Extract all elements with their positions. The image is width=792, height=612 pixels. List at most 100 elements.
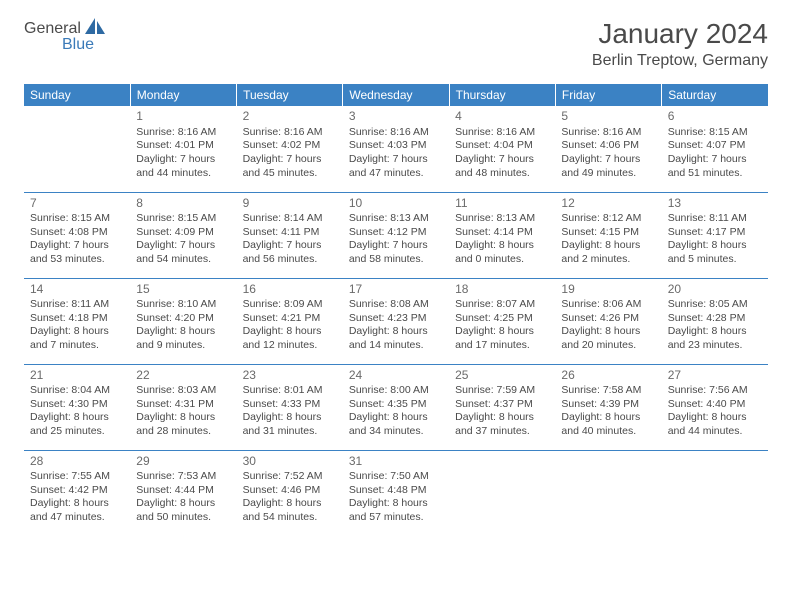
cell-line: and 57 minutes. [349, 511, 443, 525]
cell-line: and 40 minutes. [561, 425, 655, 439]
cell-line: and 23 minutes. [668, 339, 762, 353]
cell-line: Daylight: 7 hours [136, 239, 230, 253]
cell-line: Daylight: 7 hours [136, 153, 230, 167]
day-header-row: Sunday Monday Tuesday Wednesday Thursday… [24, 84, 768, 106]
day-number: 6 [668, 109, 762, 125]
day-header: Thursday [449, 84, 555, 106]
cell-line: Daylight: 8 hours [136, 325, 230, 339]
calendar-cell: 27Sunrise: 7:56 AMSunset: 4:40 PMDayligh… [662, 364, 768, 450]
title-block: January 2024 Berlin Treptow, Germany [592, 18, 768, 70]
cell-line: Sunrise: 8:15 AM [136, 212, 230, 226]
cell-line: Sunrise: 8:16 AM [561, 126, 655, 140]
cell-line: Daylight: 7 hours [349, 153, 443, 167]
day-header: Tuesday [237, 84, 343, 106]
cell-line: Sunrise: 8:13 AM [455, 212, 549, 226]
calendar-cell: 31Sunrise: 7:50 AMSunset: 4:48 PMDayligh… [343, 450, 449, 536]
calendar-cell: 12Sunrise: 8:12 AMSunset: 4:15 PMDayligh… [555, 192, 661, 278]
cell-line: Sunrise: 8:07 AM [455, 298, 549, 312]
day-number: 15 [136, 282, 230, 298]
day-number: 1 [136, 109, 230, 125]
cell-line: Sunrise: 8:04 AM [30, 384, 124, 398]
day-number: 18 [455, 282, 549, 298]
cell-line: Sunrise: 7:59 AM [455, 384, 549, 398]
cell-line: and 48 minutes. [455, 167, 549, 181]
cell-line: Sunset: 4:40 PM [668, 398, 762, 412]
day-number: 2 [243, 109, 337, 125]
cell-line: and 47 minutes. [30, 511, 124, 525]
calendar-week-row: 28Sunrise: 7:55 AMSunset: 4:42 PMDayligh… [24, 450, 768, 536]
day-number: 26 [561, 368, 655, 384]
cell-line: Sunset: 4:35 PM [349, 398, 443, 412]
cell-line: and 28 minutes. [136, 425, 230, 439]
cell-line: Daylight: 8 hours [561, 239, 655, 253]
cell-line: Daylight: 7 hours [349, 239, 443, 253]
cell-line: and 44 minutes. [668, 425, 762, 439]
cell-line: Daylight: 8 hours [136, 497, 230, 511]
calendar-cell: 20Sunrise: 8:05 AMSunset: 4:28 PMDayligh… [662, 278, 768, 364]
cell-line: and 7 minutes. [30, 339, 124, 353]
calendar-week-row: 1Sunrise: 8:16 AMSunset: 4:01 PMDaylight… [24, 106, 768, 192]
day-header: Wednesday [343, 84, 449, 106]
calendar-cell [555, 450, 661, 536]
cell-line: Sunset: 4:14 PM [455, 226, 549, 240]
day-header: Friday [555, 84, 661, 106]
calendar-cell: 3Sunrise: 8:16 AMSunset: 4:03 PMDaylight… [343, 106, 449, 192]
day-number: 31 [349, 454, 443, 470]
calendar-cell: 21Sunrise: 8:04 AMSunset: 4:30 PMDayligh… [24, 364, 130, 450]
cell-line: Sunset: 4:18 PM [30, 312, 124, 326]
calendar-cell [662, 450, 768, 536]
cell-line: Daylight: 8 hours [349, 325, 443, 339]
day-header: Sunday [24, 84, 130, 106]
cell-line: Sunset: 4:44 PM [136, 484, 230, 498]
cell-line: Sunset: 4:21 PM [243, 312, 337, 326]
cell-line: Sunset: 4:33 PM [243, 398, 337, 412]
day-number: 10 [349, 196, 443, 212]
calendar-cell: 16Sunrise: 8:09 AMSunset: 4:21 PMDayligh… [237, 278, 343, 364]
day-number: 11 [455, 196, 549, 212]
calendar-cell: 1Sunrise: 8:16 AMSunset: 4:01 PMDaylight… [130, 106, 236, 192]
cell-line: Daylight: 7 hours [561, 153, 655, 167]
cell-line: and 56 minutes. [243, 253, 337, 267]
cell-line: Sunset: 4:15 PM [561, 226, 655, 240]
cell-line: Sunset: 4:28 PM [668, 312, 762, 326]
calendar-cell: 17Sunrise: 8:08 AMSunset: 4:23 PMDayligh… [343, 278, 449, 364]
cell-line: Daylight: 8 hours [30, 411, 124, 425]
day-number: 7 [30, 196, 124, 212]
calendar-cell: 4Sunrise: 8:16 AMSunset: 4:04 PMDaylight… [449, 106, 555, 192]
cell-line: Daylight: 8 hours [243, 411, 337, 425]
cell-line: Daylight: 8 hours [455, 411, 549, 425]
cell-line: Sunset: 4:25 PM [455, 312, 549, 326]
day-number: 22 [136, 368, 230, 384]
cell-line: Daylight: 8 hours [349, 411, 443, 425]
calendar-week-row: 21Sunrise: 8:04 AMSunset: 4:30 PMDayligh… [24, 364, 768, 450]
calendar-cell: 13Sunrise: 8:11 AMSunset: 4:17 PMDayligh… [662, 192, 768, 278]
cell-line: and 5 minutes. [668, 253, 762, 267]
calendar-week-row: 7Sunrise: 8:15 AMSunset: 4:08 PMDaylight… [24, 192, 768, 278]
logo: General Blue [24, 18, 107, 54]
calendar-cell: 22Sunrise: 8:03 AMSunset: 4:31 PMDayligh… [130, 364, 236, 450]
day-number: 28 [30, 454, 124, 470]
cell-line: and 37 minutes. [455, 425, 549, 439]
cell-line: Daylight: 7 hours [668, 153, 762, 167]
cell-line: and 51 minutes. [668, 167, 762, 181]
calendar-cell: 14Sunrise: 8:11 AMSunset: 4:18 PMDayligh… [24, 278, 130, 364]
cell-line: and 58 minutes. [349, 253, 443, 267]
calendar-cell: 2Sunrise: 8:16 AMSunset: 4:02 PMDaylight… [237, 106, 343, 192]
day-header: Monday [130, 84, 236, 106]
cell-line: Sunset: 4:39 PM [561, 398, 655, 412]
cell-line: Daylight: 8 hours [668, 325, 762, 339]
cell-line: and 14 minutes. [349, 339, 443, 353]
cell-line: Sunrise: 8:11 AM [30, 298, 124, 312]
day-number: 17 [349, 282, 443, 298]
day-number: 16 [243, 282, 337, 298]
cell-line: Sunrise: 7:50 AM [349, 470, 443, 484]
cell-line: Sunrise: 8:15 AM [30, 212, 124, 226]
calendar-cell: 26Sunrise: 7:58 AMSunset: 4:39 PMDayligh… [555, 364, 661, 450]
calendar-cell: 5Sunrise: 8:16 AMSunset: 4:06 PMDaylight… [555, 106, 661, 192]
cell-line: Daylight: 8 hours [243, 497, 337, 511]
cell-line: Sunset: 4:04 PM [455, 139, 549, 153]
day-number: 29 [136, 454, 230, 470]
cell-line: Sunset: 4:46 PM [243, 484, 337, 498]
cell-line: and 34 minutes. [349, 425, 443, 439]
day-number: 13 [668, 196, 762, 212]
